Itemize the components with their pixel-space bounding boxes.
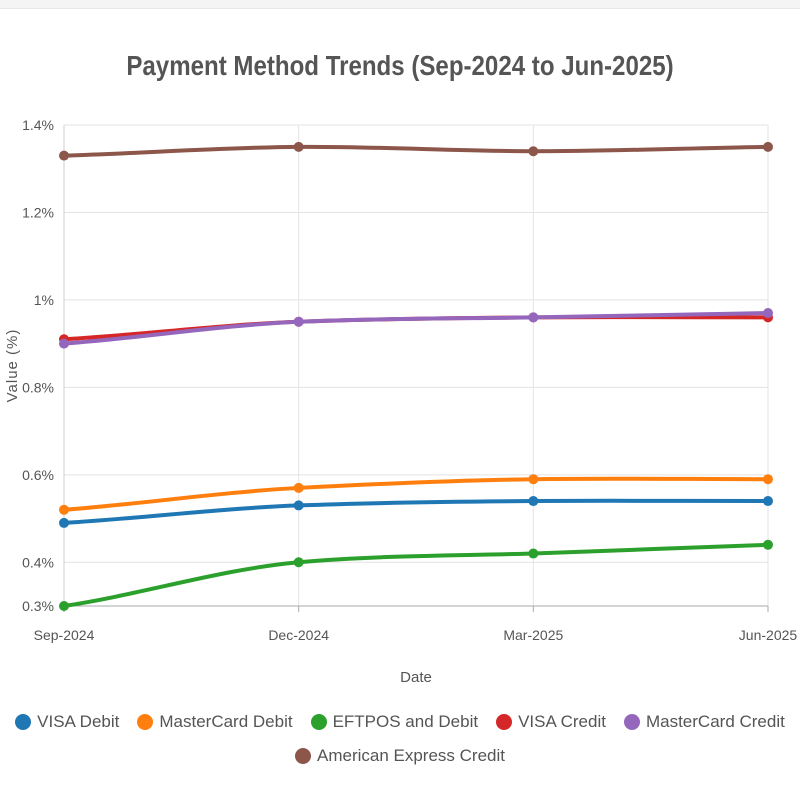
legend-item-mastercard-credit[interactable]: MasterCard Credit <box>623 712 785 732</box>
legend-row: VISA Debit MasterCard Debit EFTPOS and Deb… <box>0 712 800 732</box>
line-chart: 0.3% 0.4% 0.6% 0.8% 1% 1.2% 1.4% Sep-2024 Dec-20… <box>4 117 797 686</box>
data-point-mastercard-debit <box>59 504 69 515</box>
y-tick-label: 0.4% <box>22 554 54 570</box>
x-tick-label: Mar-2025 <box>503 627 563 643</box>
legend-marker-icon <box>137 714 154 730</box>
series-mastercard-debit <box>59 474 773 515</box>
data-point-visa-debit <box>293 500 304 511</box>
legend-marker-icon <box>496 714 513 730</box>
data-point-american-express-credit <box>59 150 69 161</box>
y-tick-label: 1% <box>34 292 54 308</box>
legend-marker-icon <box>15 714 32 730</box>
data-point-visa-debit <box>763 496 773 507</box>
data-point-mastercard-credit <box>59 338 69 349</box>
series-lines <box>59 141 773 611</box>
series-mastercard-credit <box>59 308 773 349</box>
legend-row: American Express Credit <box>0 746 800 766</box>
data-point-visa-debit <box>528 496 539 507</box>
data-point-visa-debit <box>59 517 69 528</box>
data-point-mastercard-debit <box>763 474 773 485</box>
data-point-american-express-credit <box>528 146 539 157</box>
series-eftpos-and-debit <box>59 539 773 611</box>
series-visa-debit <box>59 496 773 528</box>
x-tick-label: Sep-2024 <box>34 627 95 643</box>
data-point-eftpos-and-debit <box>59 601 69 611</box>
data-point-eftpos-and-debit <box>763 539 773 550</box>
y-tick-label: 1.2% <box>22 204 54 220</box>
legend-label: VISA Debit <box>37 712 120 731</box>
data-point-eftpos-and-debit <box>528 548 539 559</box>
data-point-mastercard-credit <box>293 316 304 327</box>
legend-item-mastercard-debit[interactable]: MasterCard Debit <box>137 712 293 732</box>
series-line-eftpos-and-debit <box>62 542 770 608</box>
legend-label: EFTPOS and Debit <box>332 712 479 731</box>
series-line-mastercard-debit <box>62 476 770 512</box>
x-tick-label: Jun-2025 <box>739 627 798 643</box>
y-tick-label: 0.8% <box>22 379 54 395</box>
legend-label: MasterCard Credit <box>645 712 785 731</box>
y-axis-label: Value (%) <box>4 329 21 403</box>
data-point-american-express-credit <box>293 141 304 152</box>
data-point-american-express-credit <box>763 141 773 152</box>
legend-item-eftpos-and-debit[interactable]: EFTPOS and Debit <box>310 712 479 732</box>
series-line-mastercard-credit <box>62 311 770 346</box>
series-line-american-express-credit <box>62 144 770 158</box>
data-point-mastercard-credit <box>763 308 773 319</box>
y-tick-label: 1.4% <box>22 117 54 133</box>
grid-lines <box>64 124 769 606</box>
series-line-visa-debit <box>62 498 770 525</box>
data-point-mastercard-debit <box>293 482 304 493</box>
data-point-mastercard-credit <box>528 312 539 323</box>
legend-label: VISA Credit <box>518 712 606 731</box>
chart-legend: VISA Debit MasterCard Debit EFTPOS and Deb… <box>0 712 800 780</box>
legend-label: American Express Credit <box>316 746 505 765</box>
legend-item-american-express-credit[interactable]: American Express Credit <box>294 746 505 766</box>
legend-label: MasterCard Debit <box>159 712 293 731</box>
chart-title: Payment Method Trends (Sep-2024 to Jun-2… <box>126 50 674 81</box>
x-tick-label: Dec-2024 <box>268 627 329 643</box>
legend-marker-icon <box>310 714 327 730</box>
data-point-mastercard-debit <box>528 474 539 485</box>
legend-item-visa-debit[interactable]: VISA Debit <box>15 712 119 732</box>
x-axis-label: Date <box>400 669 432 686</box>
data-point-eftpos-and-debit <box>293 557 304 568</box>
legend-item-visa-credit[interactable]: VISA Credit <box>496 712 606 732</box>
chart-card <box>0 8 800 801</box>
legend-marker-icon <box>623 714 640 730</box>
axes <box>63 125 769 612</box>
legend-marker-icon <box>294 748 311 764</box>
y-tick-label: 0.6% <box>22 467 54 483</box>
tick-labels: 0.3% 0.4% 0.6% 0.8% 1% 1.2% 1.4% Sep-2024 Dec-20… <box>22 117 797 643</box>
y-tick-label: 0.3% <box>22 598 54 614</box>
series-american-express-credit <box>59 141 773 161</box>
